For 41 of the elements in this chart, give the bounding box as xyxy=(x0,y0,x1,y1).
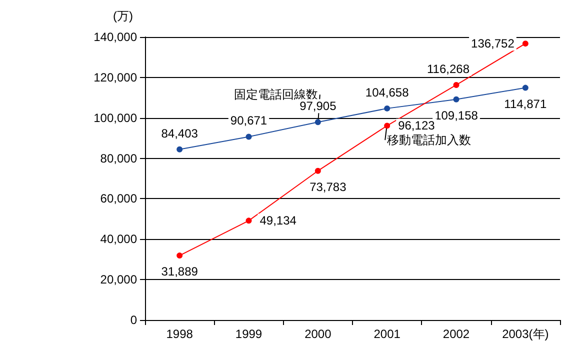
y-tick-label: 140,000 xyxy=(94,30,138,44)
y-tick-label: 40,000 xyxy=(100,232,138,246)
data-label: 114,871 xyxy=(504,96,547,111)
x-tick-label: 2001 xyxy=(374,327,401,341)
x-tick-label: 1999 xyxy=(235,327,262,341)
data-label: 136,752 xyxy=(471,36,515,51)
x-tick-label: 2000 xyxy=(304,327,332,341)
data-label: 49,134 xyxy=(260,214,297,228)
data-label: 97,905 xyxy=(300,99,337,114)
y-tick-label: 80,000 xyxy=(100,151,138,166)
point xyxy=(314,119,321,126)
series-label: 移動電話加入数 xyxy=(387,133,472,148)
data-label: 90,671 xyxy=(230,114,268,128)
y-tick-label: 120,000 xyxy=(94,70,138,84)
point xyxy=(384,105,390,112)
data-label: 31,889 xyxy=(161,264,198,279)
point xyxy=(453,96,460,102)
point xyxy=(384,122,390,129)
y-axis-title: (万) xyxy=(113,9,133,23)
y-tick-label: 0 xyxy=(130,313,138,327)
data-label: 84,403 xyxy=(161,126,198,140)
data-label: 116,268 xyxy=(427,62,470,76)
x-tick-label: 2002 xyxy=(442,327,470,341)
y-tick-label: 20,000 xyxy=(100,272,138,287)
point xyxy=(522,40,528,47)
point xyxy=(176,252,183,259)
data-label: 104,658 xyxy=(365,85,410,100)
category-label: 2003(年) xyxy=(502,327,549,341)
y-tick-label: 100,000 xyxy=(94,110,138,125)
point xyxy=(246,218,252,224)
series-label: 固定電話回線数 xyxy=(234,88,318,102)
point xyxy=(453,82,460,88)
point xyxy=(522,84,528,91)
y-tick-label: 60,000 xyxy=(100,192,138,206)
point xyxy=(314,168,321,174)
data-label: 96,123 xyxy=(398,118,436,133)
data-label: 109,158 xyxy=(434,108,478,122)
data-label: 73,783 xyxy=(310,180,347,194)
point xyxy=(176,146,183,152)
x-tick-label: 1998 xyxy=(166,327,194,341)
point xyxy=(246,134,252,140)
